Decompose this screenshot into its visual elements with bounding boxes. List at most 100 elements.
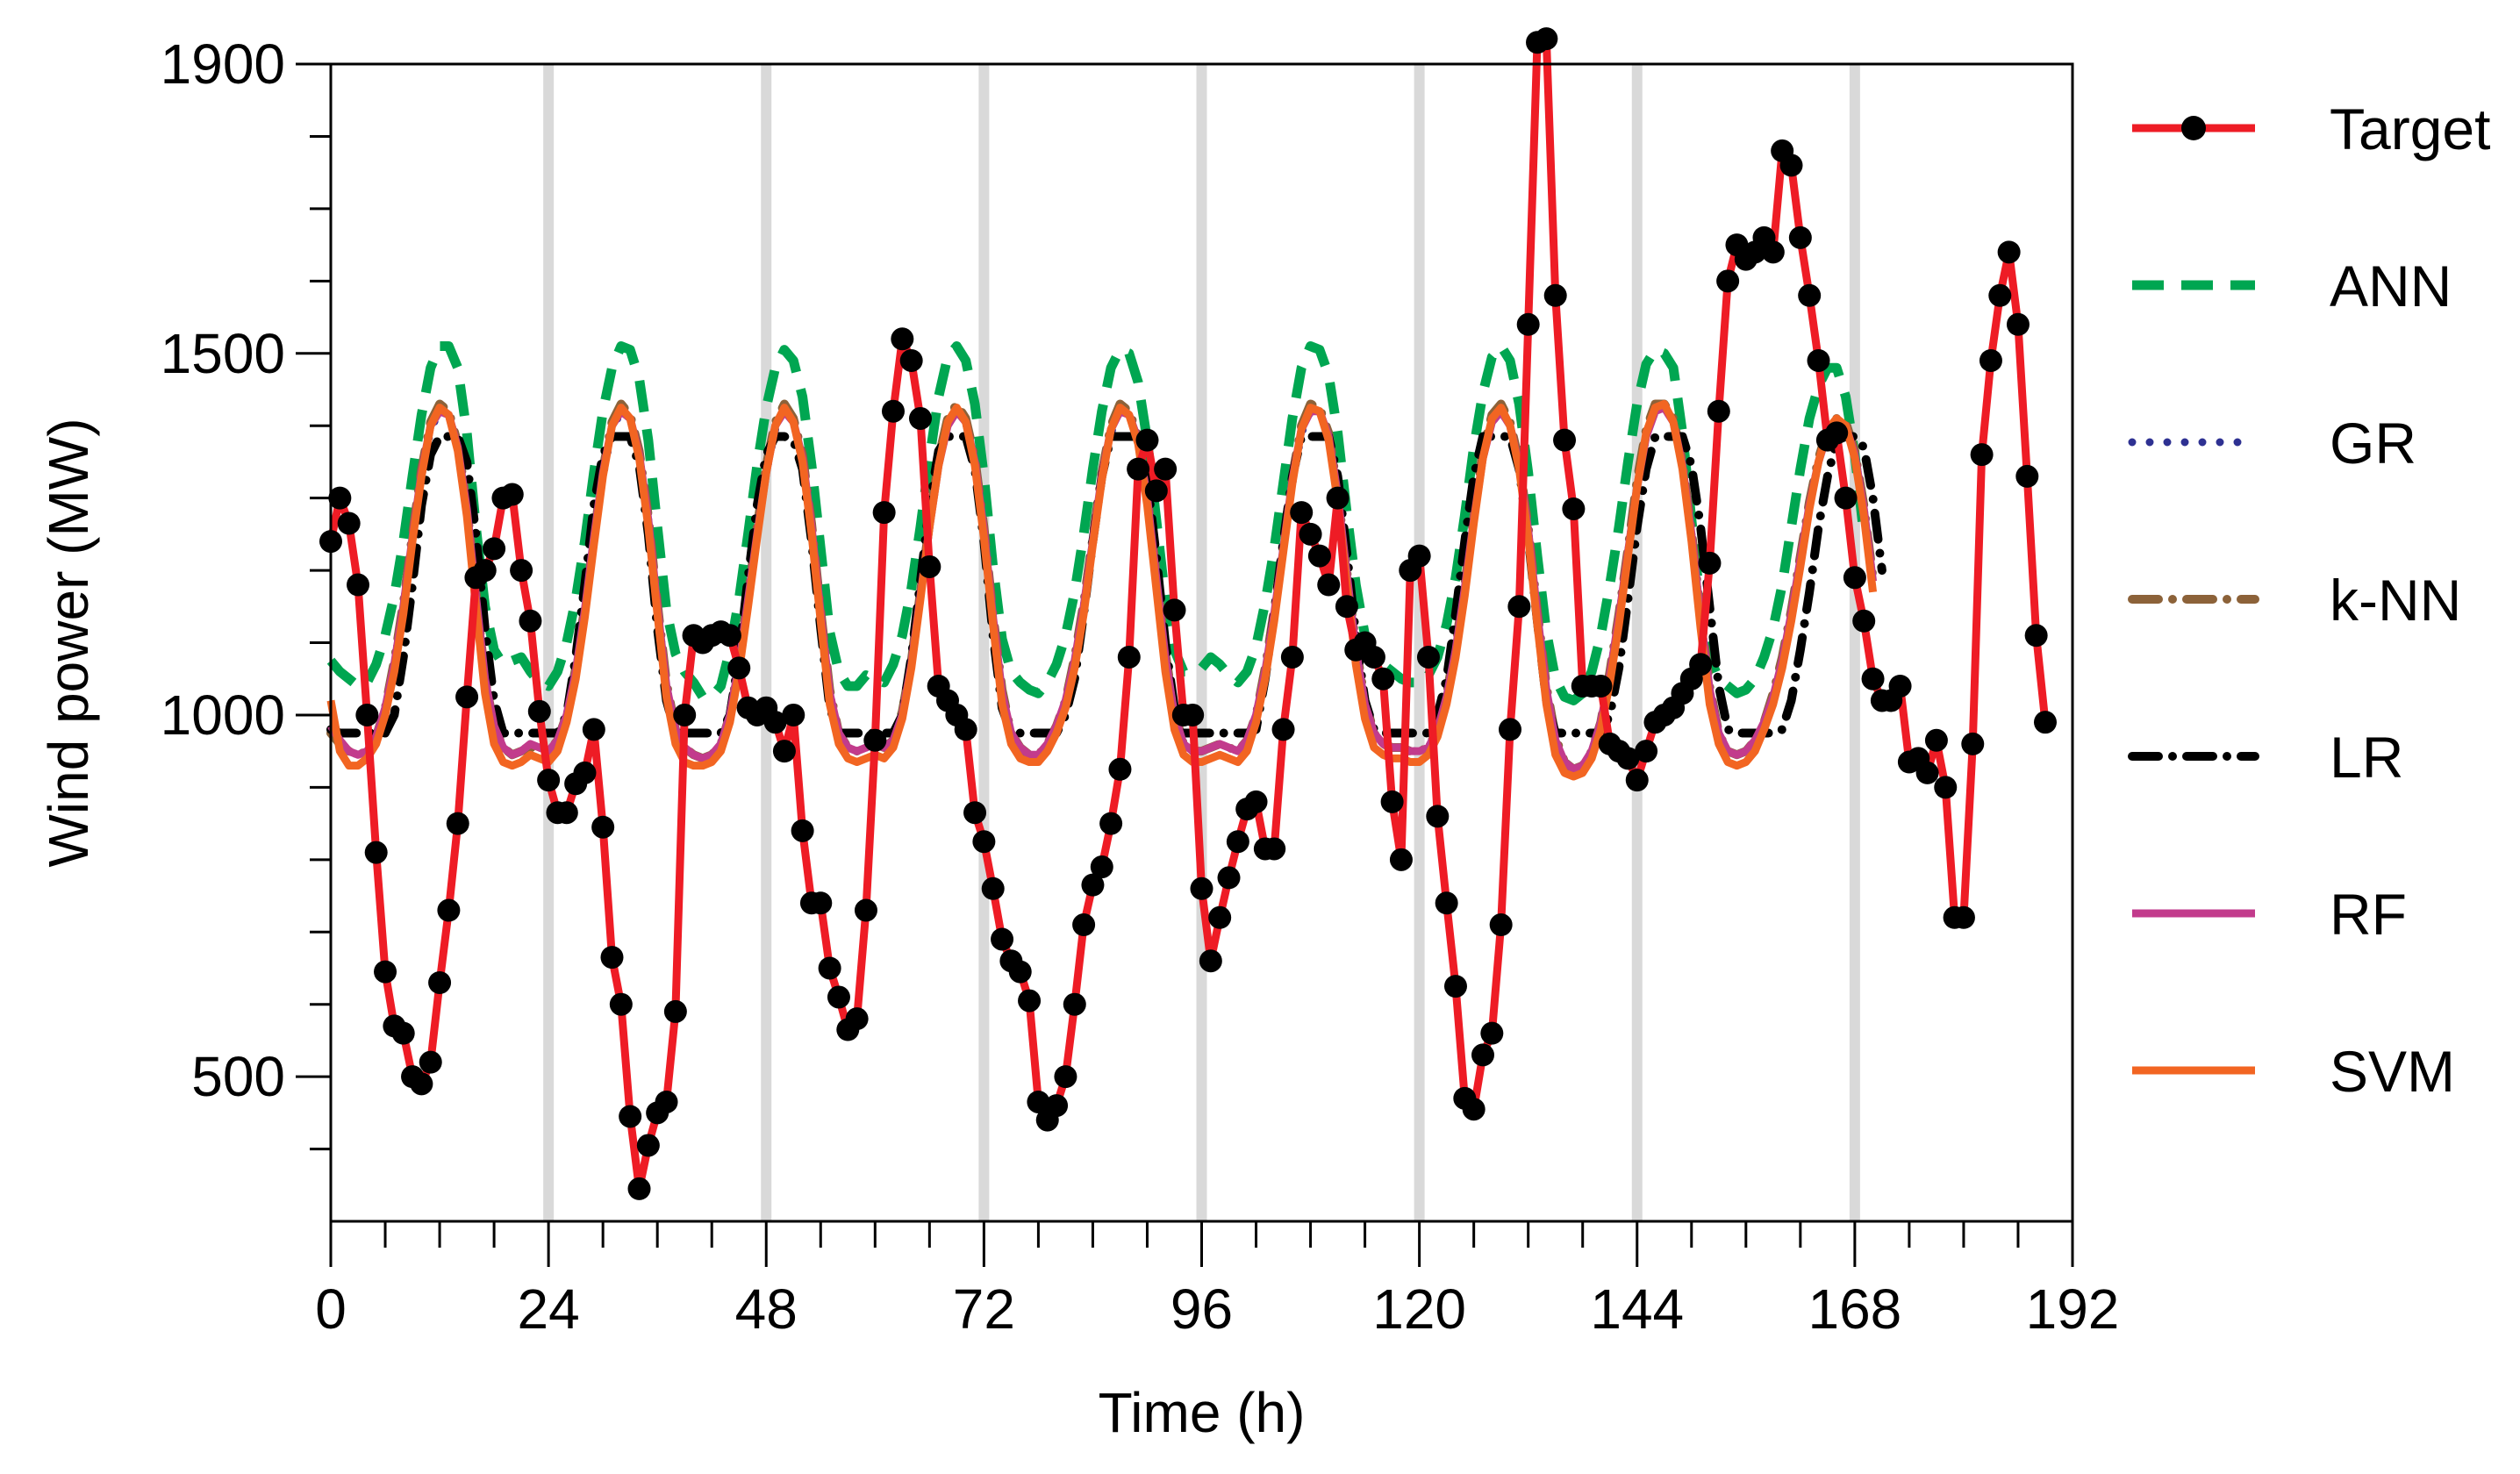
target-marker [337, 512, 361, 535]
y-tick-label: 1900 [161, 32, 285, 96]
target-marker [727, 656, 751, 680]
target-marker [1263, 837, 1286, 861]
legend-label-gr: GR [2330, 411, 2416, 476]
target-marker [791, 819, 814, 842]
target-marker [1834, 486, 1858, 510]
target-marker [1290, 501, 1314, 525]
target-marker [1326, 486, 1349, 510]
target-marker [1063, 992, 1086, 1016]
target-marker [1135, 428, 1159, 452]
legend-label-target: Target [2330, 97, 2490, 161]
svm-line [326, 399, 1878, 781]
target-marker [909, 406, 933, 430]
target-marker [1045, 1094, 1069, 1118]
target-marker [1852, 609, 1876, 633]
target-marker [455, 685, 479, 709]
target-marker [1516, 312, 1540, 336]
target-marker [410, 1072, 433, 1096]
target-marker [899, 348, 923, 372]
target-marker [1307, 544, 1331, 568]
target-marker [1924, 728, 1948, 752]
target-marker [446, 812, 469, 835]
target-marker [537, 769, 561, 792]
target-marker [473, 559, 497, 583]
target-marker [1163, 598, 1186, 622]
target-marker [1027, 1090, 1050, 1113]
target-marker [1951, 905, 1975, 929]
target-marker [1543, 283, 1567, 307]
target-marker [1499, 718, 1522, 741]
target-marker [1861, 667, 1885, 690]
target-marker [391, 1021, 415, 1045]
legend-marker-target [2181, 116, 2206, 140]
x-axis-ticks: 0 24 48 72 96 120 144 168 192 [315, 1221, 2119, 1341]
target-marker [609, 992, 633, 1016]
target-marker [673, 703, 697, 726]
target-marker [1625, 769, 1649, 792]
target-marker [1018, 989, 1042, 1012]
target-marker [1843, 566, 1866, 590]
target-marker [1081, 873, 1105, 897]
target-marker [419, 1050, 442, 1074]
y-tick-label: 500 [191, 1045, 285, 1108]
target-marker [1280, 645, 1304, 669]
target-marker [582, 718, 605, 741]
target-marker [2024, 624, 2048, 648]
target-marker [1779, 154, 1803, 177]
target-marker [718, 624, 741, 648]
target-marker [619, 1105, 642, 1128]
target-marker [1416, 645, 1440, 669]
x-tick-label: 120 [1372, 1277, 1466, 1341]
target-marker [1562, 497, 1586, 520]
target-marker [1761, 240, 1785, 264]
target-marker [1915, 761, 1939, 784]
target-marker [636, 1134, 660, 1157]
target-marker [1435, 891, 1458, 915]
target-marker [1244, 790, 1268, 813]
target-marker [1716, 269, 1740, 293]
target-marker [510, 559, 533, 583]
x-tick-label: 0 [315, 1277, 347, 1341]
target-marker [1271, 718, 1295, 741]
legend-label-lr: LR [2330, 725, 2403, 790]
target-marker [954, 718, 977, 741]
x-tick-label: 24 [518, 1277, 580, 1341]
target-marker [782, 703, 805, 726]
target-marker [483, 537, 506, 561]
x-axis-title: Time (h) [1099, 1381, 1306, 1444]
target-marker [364, 841, 388, 864]
target-marker [591, 815, 615, 839]
target-marker [1362, 645, 1385, 669]
target-marker [891, 327, 914, 351]
target-marker [2015, 464, 2039, 488]
target-marker [809, 891, 833, 915]
ann-line [326, 341, 1869, 705]
target-marker [1807, 348, 1830, 372]
target-marker [1117, 645, 1141, 669]
target-marker [573, 761, 597, 784]
target-marker [1535, 27, 1558, 51]
target-marker [1471, 1043, 1494, 1067]
target-marker [827, 985, 850, 1009]
target-marker [1689, 653, 1713, 676]
y-tick-label: 1000 [161, 683, 285, 747]
x-tick-label: 192 [2026, 1277, 2120, 1341]
target-marker [1979, 348, 2002, 372]
target-marker [772, 740, 796, 763]
plot-area: 0 24 48 72 96 120 144 168 192 500 1000 1500 1900 [161, 27, 2119, 1341]
target-marker [845, 1007, 869, 1031]
target-marker [1589, 674, 1613, 698]
target-marker [1480, 1021, 1504, 1045]
x-tick-label: 72 [953, 1277, 1015, 1341]
target-marker [1208, 905, 1232, 929]
target-marker [1127, 457, 1150, 481]
target-marker [1616, 747, 1640, 770]
target-marker [1371, 667, 1395, 690]
target-marker [1698, 551, 1722, 575]
target-marker [1635, 740, 1658, 763]
target-marker [600, 946, 624, 970]
target-marker [963, 801, 987, 825]
series-lines [326, 34, 2050, 1193]
target-marker [355, 703, 379, 726]
